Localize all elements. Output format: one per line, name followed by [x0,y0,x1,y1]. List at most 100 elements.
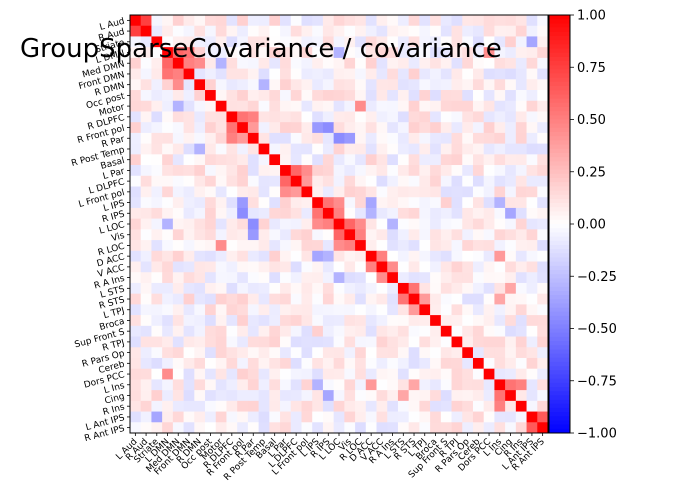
heatmap-cell [419,154,431,166]
heatmap-cell [151,315,163,327]
heatmap-cell [419,15,431,27]
heatmap-cell [237,165,249,177]
heatmap-cell [451,336,463,348]
heatmap-cell [322,197,334,209]
heatmap-cell [140,347,152,359]
heatmap-cell [515,79,527,91]
heatmap-cell [247,325,259,337]
heatmap-cell [151,422,163,434]
heatmap-cell [312,390,324,402]
heatmap-cell [515,68,527,80]
heatmap-cell [365,165,377,177]
heatmap-cell [237,390,249,402]
heatmap-cell [355,122,367,134]
heatmap-cell [194,132,206,144]
heatmap-cell [365,25,377,37]
heatmap-cell [537,47,549,59]
heatmap-cell [194,336,206,348]
heatmap-cell [226,25,238,37]
heatmap-cell [483,293,495,305]
heatmap-cell [183,90,195,102]
heatmap-cell [280,143,292,155]
heatmap-cell [280,357,292,369]
heatmap-cell [505,175,517,187]
heatmap-cell [301,111,313,123]
heatmap-cell [130,347,142,359]
heatmap-cell [205,79,217,91]
heatmap-cell [494,100,506,112]
colorbar-segment [549,282,570,288]
heatmap-cell [344,229,356,241]
heatmap-cell [483,261,495,273]
heatmap-cell [344,165,356,177]
heatmap-cell [162,207,174,219]
heatmap-cell [376,411,388,423]
heatmap-cell [440,100,452,112]
heatmap-cell [247,240,259,252]
heatmap-cell [430,229,442,241]
heatmap-cell [258,240,270,252]
heatmap-cell [183,186,195,198]
heatmap-cell [397,68,409,80]
heatmap-cell [397,47,409,59]
heatmap-cell [151,25,163,37]
heatmap-cell [440,132,452,144]
heatmap-cell [526,411,538,423]
heatmap-cell [526,282,538,294]
colorbar-segment [549,286,570,292]
heatmap-cell [205,68,217,80]
heatmap-cell [526,111,538,123]
heatmap-cell [172,79,184,91]
heatmap-cell [365,368,377,380]
colorbar-segment [549,73,570,79]
heatmap-cell [376,357,388,369]
heatmap-cell [237,325,249,337]
heatmap-cell [376,250,388,262]
heatmap-cell [419,379,431,391]
heatmap-cell [194,122,206,134]
heatmap-cell [301,347,313,359]
heatmap-cell [269,79,281,91]
heatmap-cell [376,186,388,198]
heatmap-cell [462,36,474,48]
heatmap-cell [430,379,442,391]
heatmap-cell [505,47,517,59]
heatmap-cell [258,47,270,59]
heatmap-cell [333,261,345,273]
heatmap-cell [419,272,431,284]
heatmap-cell [247,304,259,316]
heatmap-cell [130,79,142,91]
heatmap-cell [172,111,184,123]
heatmap-cell [151,165,163,177]
colorbar-segment [549,94,570,99]
heatmap-cell [183,218,195,230]
heatmap-cell [344,100,356,112]
heatmap-cell [247,218,259,230]
heatmap-cell [355,390,367,402]
heatmap-cell [215,315,227,327]
heatmap-cell [269,175,281,187]
heatmap-cell [515,400,527,412]
heatmap-cell [226,240,238,252]
heatmap-cell [408,218,420,230]
heatmap-cell [526,293,538,305]
heatmap-cell [430,57,442,69]
heatmap-cell [322,368,334,380]
heatmap-cell [151,261,163,273]
heatmap-cell [462,422,474,434]
heatmap-cell [419,111,431,123]
colorbar-segment [549,391,570,396]
heatmap-cell [462,272,474,284]
heatmap-cell [194,143,206,155]
heatmap-cell [215,90,227,102]
heatmap-cell [247,357,259,369]
heatmap-cell [280,261,292,273]
heatmap-cell [333,411,345,423]
heatmap-cell [419,165,431,177]
heatmap-cell [130,250,142,262]
colorbar-segment [549,152,570,158]
heatmap-cell [355,325,367,337]
heatmap-cell [505,368,517,380]
heatmap-cell [247,336,259,348]
heatmap-cell [376,315,388,327]
